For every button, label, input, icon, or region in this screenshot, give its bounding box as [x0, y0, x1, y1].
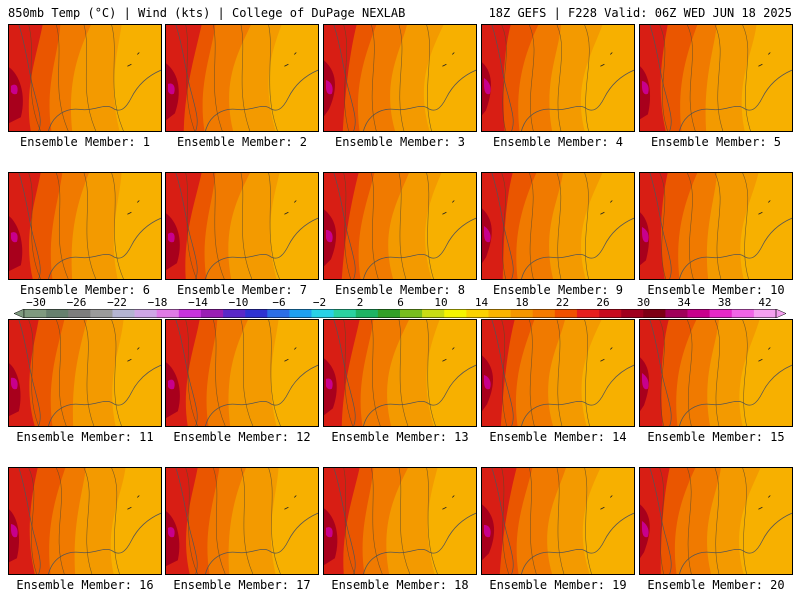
colorbar-segment [532, 309, 556, 318]
colorbar-tick-label: 14 [474, 296, 489, 309]
ensemble-member-label: Ensemble Member: 16 [16, 578, 154, 592]
colorbar-segment [422, 309, 445, 318]
ensemble-member-label: Ensemble Member: 19 [489, 578, 627, 592]
colorbar-segment [178, 309, 202, 318]
colorbar-segment [753, 309, 777, 318]
ensemble-member-label: Ensemble Member: 2 [176, 135, 308, 149]
ensemble-member-map [8, 172, 162, 280]
ensemble-member-map [8, 319, 162, 427]
colorbar-tick-label: 42 [758, 296, 772, 309]
colorbar-tick-label: −6 [272, 296, 286, 309]
ensemble-member-map [323, 467, 477, 575]
colorbar-segment [289, 309, 312, 318]
colorbar-tick-label: 34 [677, 296, 691, 309]
colorbar-segment [400, 309, 423, 318]
colorbar-segment [24, 309, 47, 318]
colorbar-min-extend [14, 309, 25, 318]
ensemble-member-map [165, 172, 319, 280]
colorbar-segment [576, 309, 600, 318]
ensemble-member-label: Ensemble Member: 13 [331, 430, 469, 444]
ensemble-member-label: Ensemble Member: 8 [334, 283, 466, 297]
colorbar-segment [134, 309, 158, 318]
ensemble-member-map [481, 24, 635, 132]
colorbar-tick-label: 10 [434, 296, 448, 309]
colorbar-tick-label: −14 [188, 296, 208, 309]
ensemble-member-label: Ensemble Member: 18 [331, 578, 469, 592]
temperature-colorbar [14, 309, 786, 318]
colorbar-tick-label: −2 [312, 296, 327, 309]
ensemble-member-label: Ensemble Member: 17 [173, 578, 311, 592]
model-run-label: 18Z GEFS | F228 Valid: 06Z WED JUN 18 20… [488, 6, 792, 20]
colorbar-segment [46, 309, 69, 318]
colorbar-segment [333, 309, 357, 318]
ensemble-member-map [481, 319, 635, 427]
colorbar-tick-label: 2 [356, 296, 364, 309]
ensemble-member-label: Ensemble Member: 6 [19, 283, 151, 297]
colorbar-segment [156, 309, 180, 318]
colorbar-segment [267, 309, 290, 318]
colorbar-tick-label: −18 [147, 296, 168, 309]
ensemble-member-label: Ensemble Member: 15 [647, 430, 785, 444]
colorbar-max-extend [775, 309, 786, 318]
colorbar-segment [68, 309, 91, 318]
ensemble-member-map [165, 467, 319, 575]
ensemble-member-map [481, 172, 635, 280]
map-title: 850mb Temp (°C) | Wind (kts) | College o… [8, 6, 406, 20]
colorbar-tick-label: 22 [555, 296, 570, 309]
ensemble-member-map [323, 24, 477, 132]
ensemble-member-label: Ensemble Member: 4 [492, 135, 624, 149]
ensemble-member-map [323, 319, 477, 427]
ensemble-member-map [8, 24, 162, 132]
ensemble-member-label: Ensemble Member: 3 [334, 135, 466, 149]
ensemble-member-label: Ensemble Member: 14 [489, 430, 627, 444]
colorbar-segment [377, 309, 401, 318]
colorbar-segment [488, 309, 511, 318]
colorbar-segment [665, 309, 688, 318]
colorbar-segment [621, 309, 644, 318]
colorbar-tick-label: 6 [397, 296, 404, 309]
colorbar-segment [643, 309, 666, 318]
colorbar-segment [112, 309, 135, 318]
colorbar-segment [90, 309, 113, 318]
colorbar-segment [200, 309, 224, 318]
colorbar-tick-label: 18 [515, 296, 529, 309]
colorbar-segment [444, 309, 467, 318]
ensemble-member-map [639, 24, 793, 132]
colorbar-segment [466, 309, 489, 318]
colorbar-tick-label: 30 [636, 296, 651, 309]
ensemble-member-label: Ensemble Member: 20 [647, 578, 785, 592]
colorbar-tick-label: −10 [228, 296, 249, 309]
colorbar-segment [510, 309, 534, 318]
ensemble-member-label: Ensemble Member: 9 [492, 283, 624, 297]
colorbar-segment [599, 309, 622, 318]
colorbar-segment [223, 309, 246, 318]
ensemble-member-label: Ensemble Member: 1 [19, 135, 151, 149]
ensemble-member-map [481, 467, 635, 575]
ensemble-member-map [165, 319, 319, 427]
colorbar-tick-label: 38 [717, 296, 732, 309]
colorbar-segment [709, 309, 733, 318]
colorbar-segment [687, 309, 710, 318]
colorbar-segment [311, 309, 334, 318]
colorbar-tick-label: −22 [107, 296, 127, 309]
ensemble-member-map [323, 172, 477, 280]
colorbar-segment [731, 309, 755, 318]
ensemble-member-map [165, 24, 319, 132]
ensemble-member-label: Ensemble Member: 11 [16, 430, 154, 444]
ensemble-member-label: Ensemble Member: 12 [173, 430, 311, 444]
ensemble-member-label: Ensemble Member: 7 [176, 283, 308, 297]
colorbar-tick-label: −26 [66, 296, 87, 309]
colorbar-tick-label: −30 [26, 296, 46, 309]
colorbar-segment [355, 309, 379, 318]
ensemble-member-map [8, 467, 162, 575]
ensemble-member-label: Ensemble Member: 5 [650, 135, 782, 149]
colorbar-tick-label: 26 [596, 296, 610, 309]
ensemble-member-map [639, 172, 793, 280]
colorbar-segment [245, 309, 268, 318]
colorbar-segment [554, 309, 578, 318]
ensemble-member-map [639, 319, 793, 427]
colorbar-tick-labels: −30 −26 −22 −18 −14 −10 −6 −2 2 6 10 14 18 22 26 30 34 38… [0, 297, 800, 309]
ensemble-member-label: Ensemble Member: 10 [647, 283, 785, 297]
ensemble-member-map [639, 467, 793, 575]
